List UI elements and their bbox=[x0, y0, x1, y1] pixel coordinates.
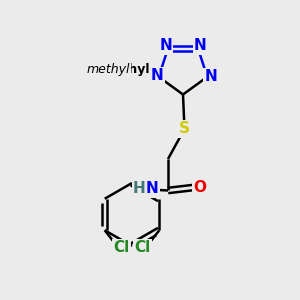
Text: N: N bbox=[151, 68, 164, 83]
Text: methyl: methyl bbox=[87, 64, 130, 76]
Text: N: N bbox=[194, 38, 207, 53]
Text: N: N bbox=[159, 38, 172, 53]
Text: H: H bbox=[133, 182, 146, 196]
Text: S: S bbox=[179, 122, 190, 136]
Text: N: N bbox=[146, 182, 159, 196]
Text: methyl: methyl bbox=[100, 64, 149, 76]
Text: O: O bbox=[194, 180, 207, 195]
Text: N: N bbox=[205, 69, 217, 84]
Text: Cl: Cl bbox=[114, 240, 130, 255]
Text: Cl: Cl bbox=[134, 240, 150, 255]
